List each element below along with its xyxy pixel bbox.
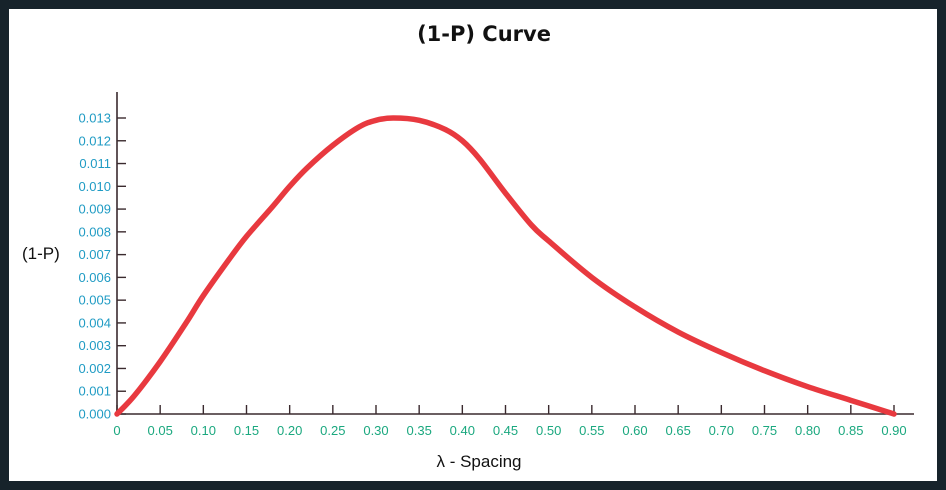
x-tick-label: 0.65	[666, 423, 691, 438]
x-tick-label: 0.60	[622, 423, 647, 438]
x-tick-label: 0.70	[709, 423, 734, 438]
x-tick-label: 0.85	[838, 423, 863, 438]
y-tick-label: 0.002	[78, 361, 111, 376]
x-tick-label: 0.75	[752, 423, 777, 438]
y-ticks: 0.000 0.001 0.002 0.003 0.004 0.005 0.006 0.007…	[78, 111, 126, 422]
y-axis-label: (1-P)	[22, 244, 60, 263]
x-tick-label: 0.20	[277, 423, 302, 438]
y-tick-label: 0.005	[78, 293, 111, 308]
x-tick-label: 0.35	[407, 423, 432, 438]
y-tick-label: 0.010	[78, 179, 111, 194]
y-tick-label: 0.006	[78, 270, 111, 285]
y-tick-label: 0.000	[78, 407, 111, 422]
x-tick-label: 0.80	[795, 423, 820, 438]
x-tick-label: 0.10	[191, 423, 216, 438]
chart-title: (1-P) Curve	[417, 22, 551, 46]
x-tick-label: 0.30	[363, 423, 388, 438]
x-tick-label: 0	[113, 423, 120, 438]
y-tick-label: 0.011	[79, 156, 111, 171]
chart-frame: (1-P) Curve (1-P) λ - Spacing 0.000 0.001…	[9, 9, 937, 481]
y-tick-label: 0.013	[78, 111, 111, 126]
y-tick-label: 0.009	[78, 202, 111, 217]
y-tick-label: 0.001	[78, 384, 111, 399]
x-axis-label: λ - Spacing	[436, 452, 521, 471]
y-tick-label: 0.007	[78, 247, 111, 262]
axes	[116, 92, 914, 415]
series-layer	[114, 115, 897, 417]
y-tick-label: 0.008	[78, 224, 111, 239]
x-tick-label: 0.15	[234, 423, 259, 438]
x-tick-label: 0.25	[320, 423, 345, 438]
x-tick-label: 0.05	[148, 423, 173, 438]
x-tick-label: 0.55	[579, 423, 604, 438]
x-ticks: 0 0.05 0.10 0.15 0.20 0.25 0.30 0.35 0.40 0.45 0.5…	[113, 405, 907, 438]
x-tick-label: 0.90	[881, 423, 906, 438]
y-tick-label: 0.004	[78, 315, 111, 330]
x-tick-label: 0.45	[493, 423, 518, 438]
x-tick-label: 0.40	[450, 423, 475, 438]
chart-svg: (1-P) Curve (1-P) λ - Spacing 0.000 0.001…	[22, 22, 914, 471]
y-tick-label: 0.003	[78, 338, 111, 353]
series-line-0	[114, 115, 897, 417]
x-tick-label: 0.50	[536, 423, 561, 438]
y-tick-label: 0.012	[78, 133, 111, 148]
